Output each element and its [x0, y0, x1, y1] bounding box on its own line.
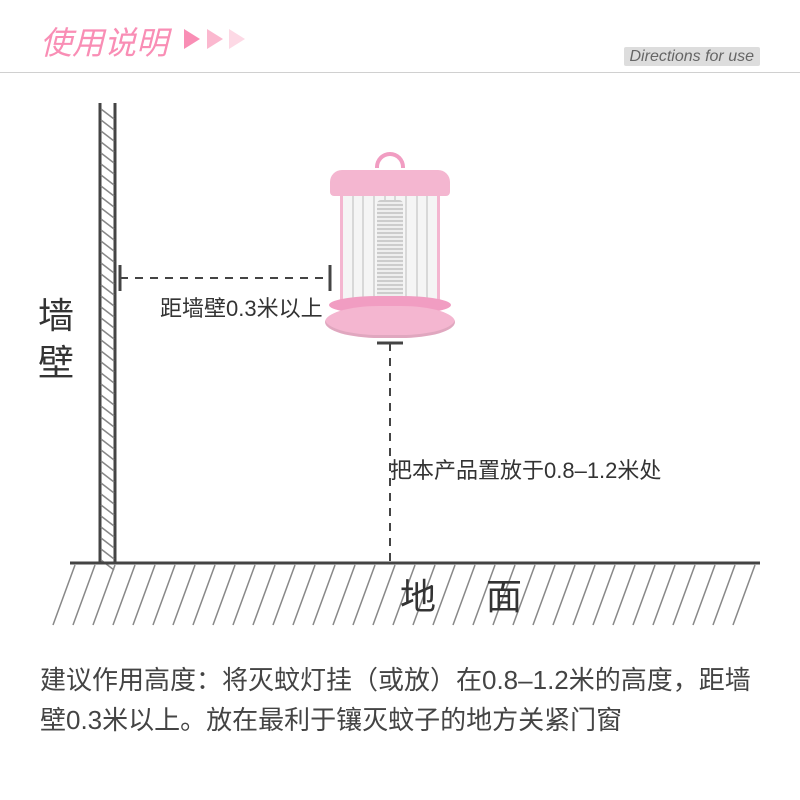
- arrow-icon: [184, 29, 200, 49]
- arrow-icon: [229, 29, 245, 49]
- product-lantern: [325, 158, 455, 338]
- lantern-base: [325, 306, 455, 338]
- header: 使用说明 Directions for use: [0, 0, 800, 73]
- title-english: Directions for use: [624, 47, 761, 66]
- lantern-top: [330, 170, 450, 196]
- title-english-wrap: Directions for use: [624, 48, 761, 66]
- instructions-text: 建议作用高度：将灭蚊灯挂（或放）在0.8–1.2米的高度，距墙壁0.3米以上。放…: [40, 660, 760, 741]
- arrow-icon: [207, 29, 223, 49]
- lantern-core: [377, 200, 403, 304]
- ground-label: 地 面: [400, 568, 542, 620]
- placement-diagram: 墙壁 地 面 距墙壁0.3米以上 把本产品置放于0.8–1.2米处: [0, 73, 800, 633]
- arrow-decoration: [184, 29, 247, 54]
- wall-label: 墙壁: [38, 293, 74, 387]
- wall-distance-label: 距墙壁0.3米以上: [160, 291, 323, 323]
- title-chinese: 使用说明: [40, 18, 168, 64]
- height-label: 把本产品置放于0.8–1.2米处: [390, 453, 661, 485]
